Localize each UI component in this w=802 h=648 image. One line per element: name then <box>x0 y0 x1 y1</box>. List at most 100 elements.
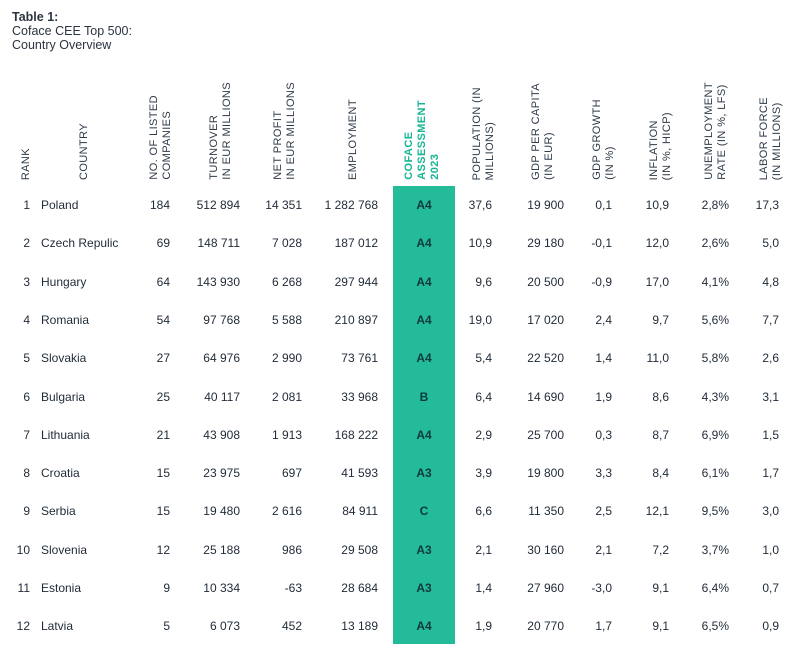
cell-rank: 9 <box>23 504 30 519</box>
cell-gdp-growth: 1,9 <box>595 389 612 404</box>
cell-gdp-growth: 2,4 <box>595 312 612 327</box>
cell-net-profit: 7 028 <box>271 236 302 251</box>
cell-population: 10,9 <box>468 236 492 251</box>
cell-population: 6,4 <box>475 389 492 404</box>
cell-inflation: 12,0 <box>645 236 669 251</box>
header-unemployment: UNEMPLOYMENT RATE (IN %, LFS) <box>703 82 728 180</box>
cell-gdp-growth: 3,3 <box>595 466 612 481</box>
cell-gdp-growth: -0,1 <box>591 236 612 251</box>
cell-unemployment: 2,6% <box>701 236 729 251</box>
cell-inflation: 7,2 <box>652 542 669 557</box>
cell-rank: 10 <box>16 542 30 557</box>
cell-labor-force: 0,9 <box>762 619 779 634</box>
cell-turnover: 23 975 <box>203 466 240 481</box>
cell-net-profit: 697 <box>281 466 302 481</box>
cell-labor-force: 17,3 <box>755 198 779 212</box>
header-inflation: INFLATION (IN %, HICP) <box>648 111 673 180</box>
cell-unemployment: 4,1% <box>701 274 729 289</box>
cell-turnover: 148 711 <box>197 236 241 251</box>
table-row: 1 Poland 184 512 894 14 351 1 282 768 A4 37,6 19… <box>0 186 802 224</box>
cell-employment: 41 593 <box>341 466 378 481</box>
cell-gdp-per-capita: 11 350 <box>528 504 564 519</box>
cell-inflation: 8,4 <box>652 466 669 481</box>
cell-coface-assessment: A4 <box>416 274 432 289</box>
cell-country: Hungary <box>41 274 87 289</box>
cell-inflation: 10,9 <box>645 198 669 212</box>
cell-coface-assessment: B <box>419 389 429 404</box>
cell-net-profit: 2 616 <box>271 504 302 519</box>
cell-rank: 3 <box>23 274 30 289</box>
cell-inflation: 8,7 <box>652 427 669 442</box>
header-rank: RANK <box>20 147 32 180</box>
cell-gdp-per-capita: 20 770 <box>527 619 564 634</box>
table-subtitle-line-2: Country Overview <box>12 38 112 52</box>
cell-population: 5,4 <box>475 351 492 366</box>
cell-turnover: 64 976 <box>203 351 240 366</box>
cell-unemployment: 5,8% <box>701 351 729 366</box>
cell-employment: 297 944 <box>334 274 378 289</box>
cell-rank: 8 <box>23 466 30 481</box>
table-title: Table 1: <box>12 10 59 24</box>
cell-listed-companies: 5 <box>163 619 170 634</box>
cell-coface-assessment: A3 <box>416 542 432 557</box>
cell-rank: 1 <box>23 198 30 212</box>
cell-turnover: 25 188 <box>203 542 240 557</box>
table-subtitle-line-1: Coface CEE Top 500: <box>12 24 132 38</box>
cell-unemployment: 5,6% <box>701 312 729 327</box>
cell-labor-force: 3,1 <box>762 389 779 404</box>
cell-listed-companies: 25 <box>156 389 170 404</box>
cell-turnover: 40 117 <box>204 389 240 404</box>
cell-gdp-growth: -3,0 <box>591 581 612 595</box>
cell-rank: 4 <box>23 312 30 327</box>
cell-labor-force: 1,0 <box>762 542 779 557</box>
cell-population: 6,6 <box>475 504 492 519</box>
cell-turnover: 10 334 <box>203 581 240 595</box>
cell-population: 2,1 <box>475 542 492 557</box>
cell-net-profit: 5 588 <box>271 312 302 327</box>
cell-country: Slovenia <box>41 542 88 557</box>
cell-employment: 168 222 <box>334 427 378 442</box>
cell-employment: 28 684 <box>341 581 378 595</box>
cell-turnover: 19 480 <box>203 504 240 519</box>
cell-net-profit: 14 351 <box>265 198 302 212</box>
table-row: 2 Czech Repulic 69 148 711 7 028 187 012 A4 10,… <box>0 224 802 262</box>
table-row: 4 Romania 54 97 768 5 588 210 897 A4 19,0 17 020… <box>0 301 802 339</box>
cell-unemployment: 6,4% <box>701 581 729 595</box>
cell-population: 19,0 <box>468 312 492 327</box>
cell-gdp-growth: 1,7 <box>595 619 612 634</box>
cell-net-profit: 452 <box>281 619 302 634</box>
cell-listed-companies: 27 <box>156 351 170 366</box>
cell-coface-assessment: A4 <box>416 351 432 366</box>
cell-gdp-per-capita: 27 960 <box>527 581 564 595</box>
cell-net-profit: 1 913 <box>271 427 302 442</box>
cell-rank: 11 <box>17 581 30 595</box>
cell-gdp-per-capita: 30 160 <box>527 542 564 557</box>
table-row: 8 Croatia 15 23 975 697 41 593 A3 3,9 19 800 3,3 8… <box>0 454 802 492</box>
cell-gdp-growth: 1,4 <box>595 351 612 366</box>
cell-listed-companies: 15 <box>156 466 170 481</box>
cell-coface-assessment: A4 <box>416 236 432 251</box>
coface-assessment-highlight-column <box>393 186 455 644</box>
cell-population: 2,9 <box>475 427 492 442</box>
cell-gdp-growth: 2,5 <box>595 504 612 519</box>
header-listed-companies: NO. OF LISTED COMPANIES <box>148 95 173 180</box>
cell-rank: 5 <box>23 351 30 366</box>
cell-listed-companies: 54 <box>156 312 170 327</box>
cell-population: 1,4 <box>475 581 492 595</box>
cell-coface-assessment: A4 <box>416 198 432 212</box>
cell-net-profit: 986 <box>281 542 302 557</box>
cell-employment: 73 761 <box>341 351 378 366</box>
cell-listed-companies: 21 <box>156 427 170 442</box>
cell-country: Czech Repulic <box>41 236 119 251</box>
cell-population: 3,9 <box>475 466 492 481</box>
table-caption: Table 1: Coface CEE Top 500: Country Ove… <box>12 10 132 52</box>
cell-listed-companies: 9 <box>163 581 170 595</box>
cell-coface-assessment: A3 <box>416 581 432 595</box>
cell-listed-companies: 184 <box>149 198 170 212</box>
cell-rank: 7 <box>23 427 30 442</box>
cell-labor-force: 5,0 <box>762 236 779 251</box>
cell-gdp-per-capita: 14 690 <box>527 389 564 404</box>
cell-turnover: 512 894 <box>196 198 240 212</box>
cell-rank: 6 <box>23 389 30 404</box>
cell-rank: 2 <box>23 236 30 251</box>
